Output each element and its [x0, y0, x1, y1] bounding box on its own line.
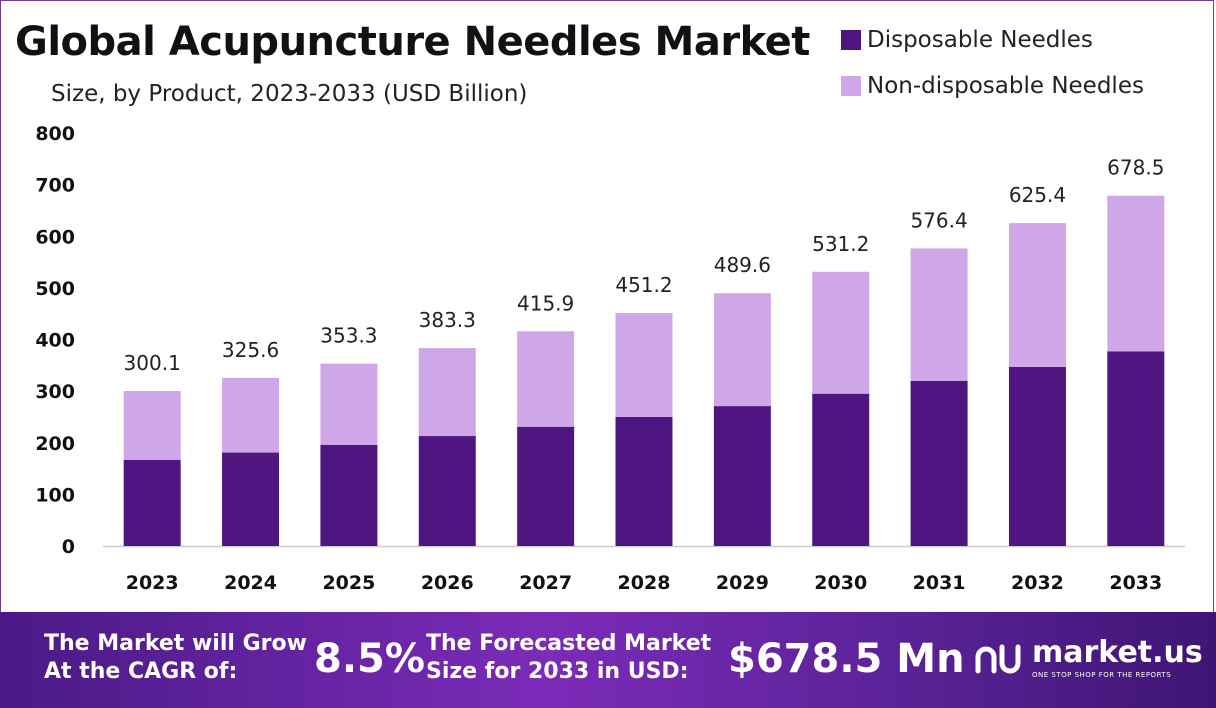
bar-non-disposable: [615, 313, 673, 417]
data-label-total: 489.6: [714, 253, 771, 277]
chart-title: Global Acupuncture Needles Market: [15, 19, 810, 65]
logo-icon: [975, 644, 1021, 673]
marketus-logo: market.us ONE STOP SHOP FOR THE REPORTS: [972, 638, 1203, 679]
bar-non-disposable: [517, 331, 575, 427]
data-label-total: 625.4: [1009, 183, 1066, 207]
bar-non-disposable: [1008, 223, 1066, 367]
y-tick-label: 500: [35, 278, 75, 300]
x-tick-label: 2033: [1109, 572, 1162, 594]
x-tick-label: 2027: [519, 572, 572, 594]
x-tick-label: 2030: [814, 572, 867, 594]
bar-disposable: [910, 380, 968, 546]
forecast-label-line1: The Forecasted Market: [426, 631, 712, 656]
y-tick-label: 800: [35, 123, 75, 145]
forecast-value: $678.5 Mn: [728, 636, 965, 682]
bar-disposable: [713, 406, 771, 546]
bar-non-disposable: [812, 271, 870, 394]
bar-non-disposable: [123, 391, 181, 460]
cagr-label: The Market will Grow At the CAGR of:: [44, 630, 314, 686]
bar-disposable: [1008, 366, 1066, 546]
y-tick-label: 300: [35, 381, 75, 403]
forecast-label: The Forecasted Market Size for 2033 in U…: [426, 630, 726, 686]
y-tick-label: 700: [35, 175, 75, 197]
bar-disposable: [418, 436, 476, 546]
data-label-total: 678.5: [1107, 156, 1164, 180]
cagr-label-line2: At the CAGR of:: [44, 659, 238, 684]
bar-non-disposable: [713, 293, 771, 407]
bar-chart: 0 100 200 300 400 500 600 700 800 300.1 2023 325.6 2…: [35, 123, 1185, 594]
footer-banner: The Market will Grow At the CAGR of: 8.5…: [0, 612, 1216, 708]
bar-non-disposable: [320, 363, 378, 445]
bar-disposable: [320, 444, 378, 546]
chart-subtitle: Size, by Product, 2023-2033 (USD Billion…: [51, 81, 528, 107]
y-tick-label: 200: [35, 433, 75, 455]
x-tick-label: 2026: [421, 572, 474, 594]
cagr-label-line1: The Market will Grow: [44, 631, 307, 656]
x-tick-label: 2028: [618, 572, 671, 594]
legend-swatch-disposable: [841, 30, 861, 50]
chart-legend: Disposable Needles Non-disposable Needle…: [841, 17, 1144, 109]
y-tick-label: 0: [62, 536, 75, 558]
data-label-total: 415.9: [517, 291, 574, 315]
forecast-label-line2: Size for 2033 in USD:: [426, 659, 689, 684]
data-label-total: 576.4: [910, 208, 967, 232]
bar-disposable: [615, 416, 673, 546]
bar-disposable: [812, 393, 870, 546]
logo-tagline: ONE STOP SHOP FOR THE REPORTS: [1032, 671, 1172, 679]
y-tick-label: 600: [35, 226, 75, 248]
data-label-total: 353.3: [320, 324, 377, 348]
y-tick-label: 400: [35, 330, 75, 352]
bar-non-disposable: [1107, 195, 1165, 352]
x-tick-label: 2023: [126, 572, 179, 594]
x-tick-label: 2032: [1011, 572, 1064, 594]
legend-label-non-disposable: Non-disposable Needles: [867, 73, 1144, 99]
bar-non-disposable: [222, 377, 280, 453]
bar-disposable: [222, 452, 280, 546]
legend-item-disposable: Disposable Needles: [841, 17, 1144, 63]
x-tick-label: 2031: [913, 572, 966, 594]
x-tick-label: 2029: [716, 572, 769, 594]
cagr-value: 8.5%: [314, 636, 425, 682]
y-tick-label: 100: [35, 484, 75, 506]
legend-swatch-non-disposable: [841, 76, 861, 96]
data-label-total: 325.6: [222, 338, 279, 362]
legend-label-disposable: Disposable Needles: [867, 27, 1093, 53]
bar-non-disposable: [418, 348, 476, 437]
data-label-total: 383.3: [419, 308, 476, 332]
bar-disposable: [1107, 351, 1165, 546]
bar-non-disposable: [910, 248, 968, 381]
data-label-total: 300.1: [124, 351, 181, 375]
x-tick-label: 2024: [224, 572, 277, 594]
bar-disposable: [123, 459, 181, 546]
bar-disposable: [517, 426, 575, 546]
data-label-total: 451.2: [615, 273, 672, 297]
data-label-total: 531.2: [812, 232, 869, 256]
x-tick-label: 2025: [322, 572, 375, 594]
legend-item-non-disposable: Non-disposable Needles: [841, 63, 1144, 109]
logo-name: market.us: [1032, 635, 1203, 670]
